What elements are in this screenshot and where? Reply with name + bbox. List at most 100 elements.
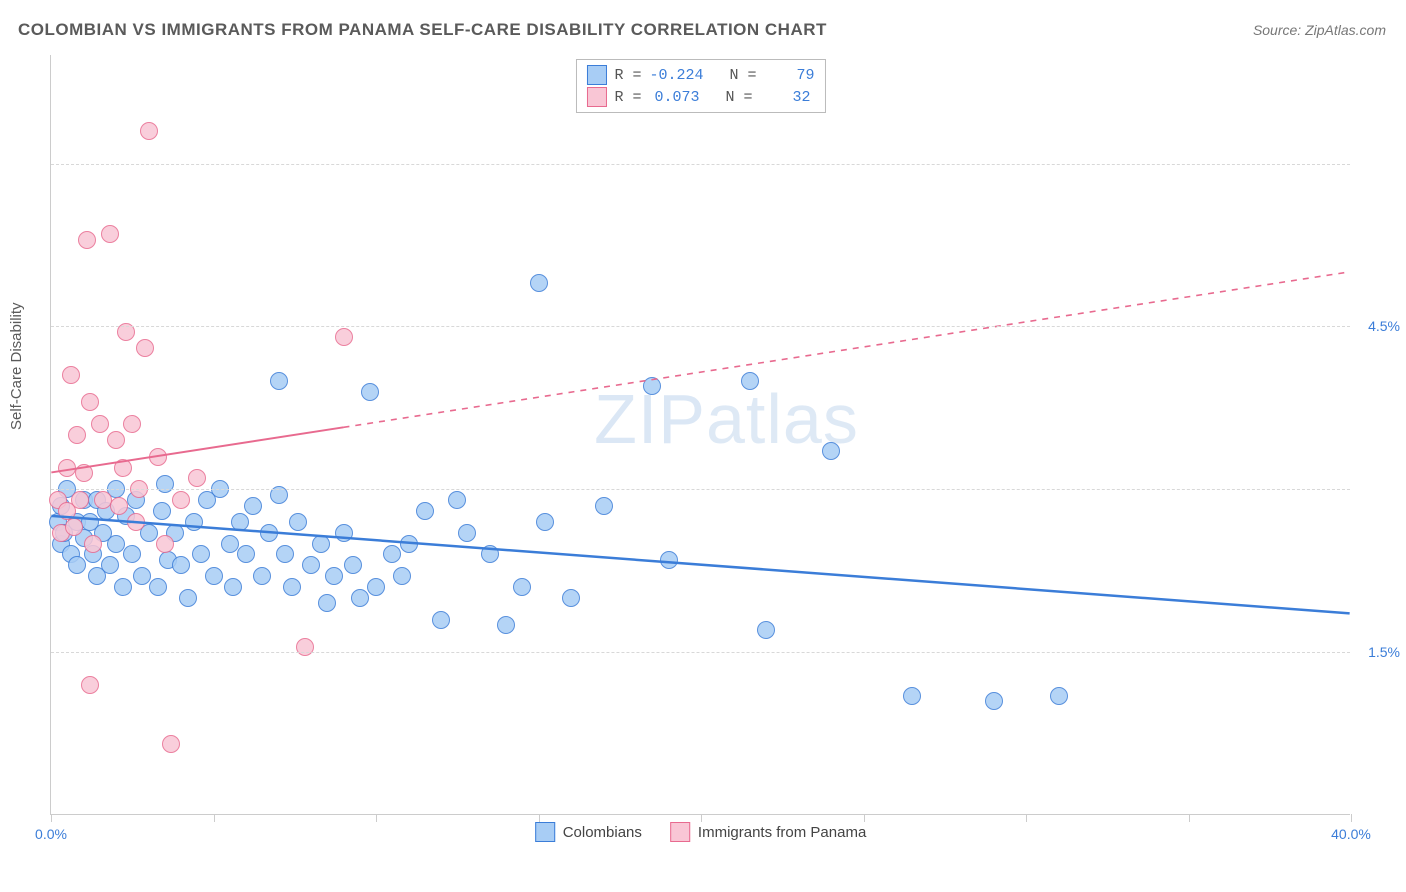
- scatter-point: [367, 578, 385, 596]
- scatter-point: [393, 567, 411, 585]
- legend-correlation-box: R =-0.224 N =79R =0.073 N =32: [575, 59, 825, 113]
- scatter-point: [107, 535, 125, 553]
- scatter-point: [110, 497, 128, 515]
- legend-n-label: N =: [707, 89, 752, 106]
- scatter-point: [595, 497, 613, 515]
- scatter-point: [344, 556, 362, 574]
- scatter-point: [107, 431, 125, 449]
- x-tick: [864, 814, 865, 822]
- legend-r-label: R =: [614, 67, 641, 84]
- scatter-point: [127, 513, 145, 531]
- scatter-point: [660, 551, 678, 569]
- scatter-point: [312, 535, 330, 553]
- x-tick: [539, 814, 540, 822]
- legend-n-value: 79: [765, 67, 815, 84]
- trend-line-solid: [51, 427, 343, 472]
- scatter-point: [260, 524, 278, 542]
- legend-series-label: Colombians: [563, 824, 642, 841]
- scatter-point: [75, 464, 93, 482]
- gridline-h: [51, 652, 1350, 653]
- legend-swatch: [586, 87, 606, 107]
- scatter-point: [283, 578, 301, 596]
- scatter-point: [172, 491, 190, 509]
- scatter-point: [114, 578, 132, 596]
- legend-stat-row: R =-0.224 N =79: [586, 64, 814, 86]
- scatter-point: [224, 578, 242, 596]
- x-tick: [51, 814, 52, 822]
- scatter-point: [481, 545, 499, 563]
- scatter-point: [162, 735, 180, 753]
- scatter-point: [140, 122, 158, 140]
- x-tick: [214, 814, 215, 822]
- scatter-point: [253, 567, 271, 585]
- x-tick: [376, 814, 377, 822]
- legend-r-label: R =: [614, 89, 641, 106]
- y-tick-label: 4.5%: [1355, 318, 1400, 334]
- scatter-point: [156, 535, 174, 553]
- legend-r-value: 0.073: [649, 89, 699, 106]
- x-tick: [701, 814, 702, 822]
- scatter-point: [192, 545, 210, 563]
- scatter-point: [71, 491, 89, 509]
- scatter-point: [302, 556, 320, 574]
- scatter-point: [741, 372, 759, 390]
- plot-area: ZIPatlas R =-0.224 N =79R =0.073 N =32 C…: [50, 55, 1350, 815]
- scatter-point: [62, 366, 80, 384]
- scatter-point: [562, 589, 580, 607]
- scatter-point: [351, 589, 369, 607]
- scatter-point: [458, 524, 476, 542]
- scatter-point: [149, 448, 167, 466]
- scatter-point: [325, 567, 343, 585]
- scatter-point: [205, 567, 223, 585]
- x-tick-label: 40.0%: [1331, 826, 1371, 842]
- trend-line-solid: [51, 516, 1349, 614]
- scatter-point: [114, 459, 132, 477]
- scatter-point: [289, 513, 307, 531]
- legend-series-item: Immigrants from Panama: [670, 822, 866, 842]
- scatter-point: [448, 491, 466, 509]
- scatter-point: [68, 426, 86, 444]
- legend-swatch: [586, 65, 606, 85]
- scatter-point: [81, 676, 99, 694]
- x-tick-label: 0.0%: [35, 826, 67, 842]
- scatter-point: [188, 469, 206, 487]
- legend-n-value: 32: [761, 89, 811, 106]
- gridline-h: [51, 326, 1350, 327]
- scatter-point: [244, 497, 262, 515]
- scatter-point: [400, 535, 418, 553]
- scatter-point: [318, 594, 336, 612]
- trend-line-dashed: [343, 272, 1349, 427]
- scatter-point: [1050, 687, 1068, 705]
- x-tick: [1189, 814, 1190, 822]
- scatter-point: [91, 415, 109, 433]
- scatter-point: [78, 231, 96, 249]
- scatter-point: [149, 578, 167, 596]
- scatter-point: [497, 616, 515, 634]
- scatter-point: [335, 328, 353, 346]
- scatter-point: [335, 524, 353, 542]
- gridline-h: [51, 489, 1350, 490]
- y-axis-label: Self-Care Disability: [8, 302, 25, 430]
- chart-title: COLOMBIAN VS IMMIGRANTS FROM PANAMA SELF…: [18, 20, 827, 40]
- scatter-point: [123, 545, 141, 563]
- scatter-point: [270, 372, 288, 390]
- scatter-point: [757, 621, 775, 639]
- scatter-point: [432, 611, 450, 629]
- source-attribution: Source: ZipAtlas.com: [1253, 22, 1386, 38]
- x-tick: [1351, 814, 1352, 822]
- scatter-point: [133, 567, 151, 585]
- legend-swatch: [535, 822, 555, 842]
- legend-series: Colombians Immigrants from Panama: [535, 822, 867, 842]
- scatter-point: [231, 513, 249, 531]
- watermark: ZIPatlas: [594, 379, 859, 459]
- legend-swatch: [670, 822, 690, 842]
- legend-series-label: Immigrants from Panama: [698, 824, 866, 841]
- scatter-point: [361, 383, 379, 401]
- scatter-point: [123, 415, 141, 433]
- legend-r-value: -0.224: [649, 67, 703, 84]
- scatter-point: [65, 518, 83, 536]
- scatter-point: [643, 377, 661, 395]
- gridline-h: [51, 164, 1350, 165]
- scatter-point: [416, 502, 434, 520]
- trend-lines-svg: [51, 55, 1350, 814]
